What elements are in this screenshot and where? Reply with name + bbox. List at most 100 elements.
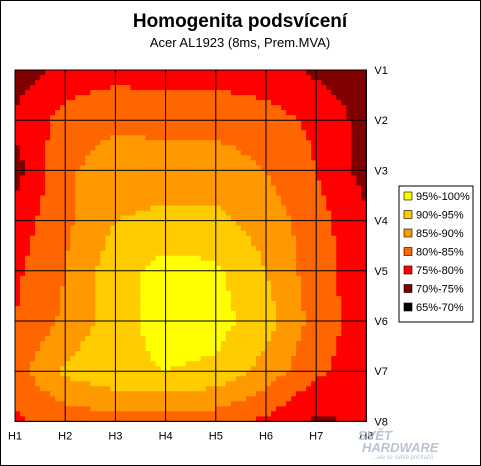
- heat-cell: [155, 346, 162, 352]
- heat-cell: [326, 391, 332, 397]
- heat-cell: [130, 336, 137, 342]
- heat-cell: [286, 120, 292, 126]
- heat-cell: [230, 225, 237, 232]
- heat-cell: [301, 220, 307, 227]
- heat-cell: [321, 416, 327, 422]
- heat-cell: [200, 275, 207, 282]
- heat-cell: [306, 255, 312, 262]
- heat-cell: [225, 401, 232, 407]
- heat-cell: [321, 210, 327, 217]
- heat-cell: [296, 305, 302, 312]
- heat-cell: [145, 401, 152, 407]
- heat-cell: [190, 351, 197, 357]
- heat-cell: [296, 125, 302, 131]
- heat-cell: [245, 70, 252, 76]
- heat-cell: [331, 175, 337, 182]
- heat-cell: [135, 396, 142, 402]
- heat-cell: [115, 190, 122, 197]
- heat-cell: [65, 205, 71, 212]
- heat-cell: [311, 215, 317, 222]
- heat-cell: [215, 185, 222, 192]
- heat-cell: [301, 310, 307, 317]
- heat-cell: [195, 100, 202, 106]
- heat-cell: [155, 80, 162, 86]
- heat-cell: [170, 351, 177, 357]
- heat-cell: [301, 351, 307, 357]
- heat-cell: [306, 300, 312, 307]
- heat-cell: [200, 170, 207, 177]
- heat-cell: [40, 130, 46, 136]
- heat-cell: [351, 270, 357, 277]
- heat-cell: [271, 305, 277, 312]
- heat-cell: [250, 225, 257, 232]
- heat-cell: [175, 315, 182, 322]
- heat-cell: [20, 95, 26, 101]
- heat-cell: [95, 285, 101, 292]
- heat-cell: [185, 155, 192, 161]
- heat-cell: [50, 170, 56, 177]
- heat-cell: [291, 411, 297, 417]
- heat-cell: [15, 165, 21, 171]
- heat-cell: [50, 331, 56, 337]
- heat-cell: [235, 90, 242, 96]
- heat-cell: [35, 230, 41, 237]
- heat-cell: [30, 351, 36, 357]
- heat-cell: [200, 391, 207, 397]
- heat-cell: [291, 75, 297, 81]
- heat-cell: [110, 155, 116, 161]
- heat-cell: [20, 406, 26, 412]
- heat-cell: [351, 275, 357, 282]
- heat-cell: [301, 275, 307, 282]
- heat-cell: [125, 225, 132, 232]
- heat-cell: [200, 200, 207, 207]
- heat-cell: [306, 185, 312, 192]
- heat-cell: [301, 326, 307, 332]
- heat-cell: [110, 411, 116, 417]
- heat-cell: [40, 391, 46, 397]
- heat-cell: [25, 351, 31, 357]
- heat-cell: [40, 351, 46, 357]
- heat-cell: [361, 290, 367, 297]
- heat-cell: [55, 95, 61, 101]
- heat-cell: [20, 145, 26, 151]
- heat-cell: [160, 235, 167, 242]
- heat-cell: [255, 155, 262, 161]
- heat-cell: [155, 115, 162, 121]
- heat-cell: [331, 240, 337, 247]
- heat-cell: [326, 220, 332, 227]
- heat-cell: [220, 315, 227, 322]
- legend-label: 75%-80%: [416, 265, 464, 277]
- heat-cell: [250, 110, 257, 116]
- heat-cell: [130, 220, 137, 227]
- heat-cell: [70, 185, 76, 192]
- legend-swatch: [403, 247, 413, 256]
- heat-cell: [296, 260, 302, 267]
- heat-cell: [316, 240, 322, 247]
- heat-cell: [326, 326, 332, 332]
- heat-cell: [185, 230, 192, 237]
- heat-cell: [140, 125, 147, 131]
- heat-cell: [291, 265, 297, 272]
- heat-cell: [326, 105, 332, 111]
- heat-cell: [331, 250, 337, 257]
- heat-cell: [281, 150, 287, 156]
- heat-cell: [90, 110, 96, 116]
- heat-cell: [306, 160, 312, 166]
- heat-cell: [235, 290, 242, 297]
- heat-cell: [326, 165, 332, 171]
- heat-cell: [316, 100, 322, 106]
- heat-cell: [230, 160, 237, 166]
- heat-cell: [286, 180, 292, 187]
- heat-cell: [125, 185, 132, 192]
- heat-cell: [30, 310, 36, 317]
- heat-cell: [140, 290, 147, 297]
- heat-cell: [85, 300, 91, 307]
- heat-cell: [311, 260, 317, 267]
- heat-cell: [230, 155, 237, 161]
- heat-cell: [281, 336, 287, 342]
- heat-cell: [30, 95, 36, 101]
- heat-cell: [301, 250, 307, 257]
- heat-cell: [55, 290, 61, 297]
- heat-cell: [291, 346, 297, 352]
- heat-cell: [356, 300, 362, 307]
